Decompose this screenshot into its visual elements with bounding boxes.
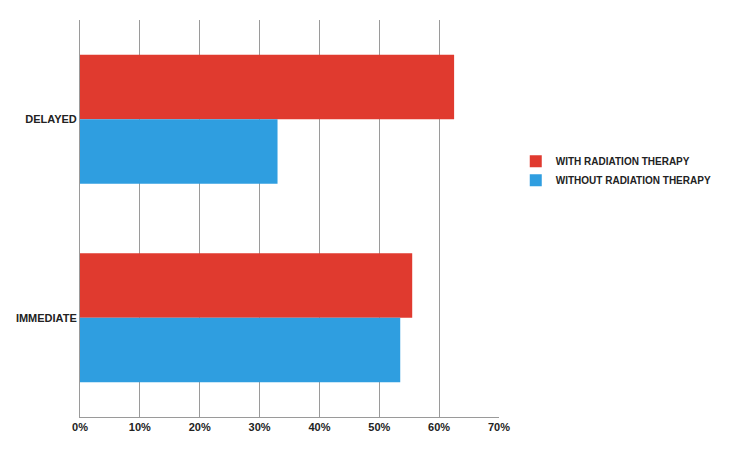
svg-text:60%: 60% — [428, 421, 450, 433]
svg-text:WITHOUT RADIATION THERAPY: WITHOUT RADIATION THERAPY — [556, 175, 711, 186]
svg-text:IMMEDIATE: IMMEDIATE — [16, 312, 77, 324]
svg-text:50%: 50% — [368, 421, 390, 433]
svg-text:20%: 20% — [189, 421, 211, 433]
svg-text:10%: 10% — [129, 421, 151, 433]
svg-text:70%: 70% — [488, 421, 510, 433]
svg-text:0%: 0% — [72, 421, 88, 433]
svg-text:30%: 30% — [249, 421, 271, 433]
svg-text:DELAYED: DELAYED — [25, 113, 77, 125]
svg-text:WITH RADIATION THERAPY: WITH RADIATION THERAPY — [556, 156, 690, 167]
svg-text:40%: 40% — [308, 421, 330, 433]
